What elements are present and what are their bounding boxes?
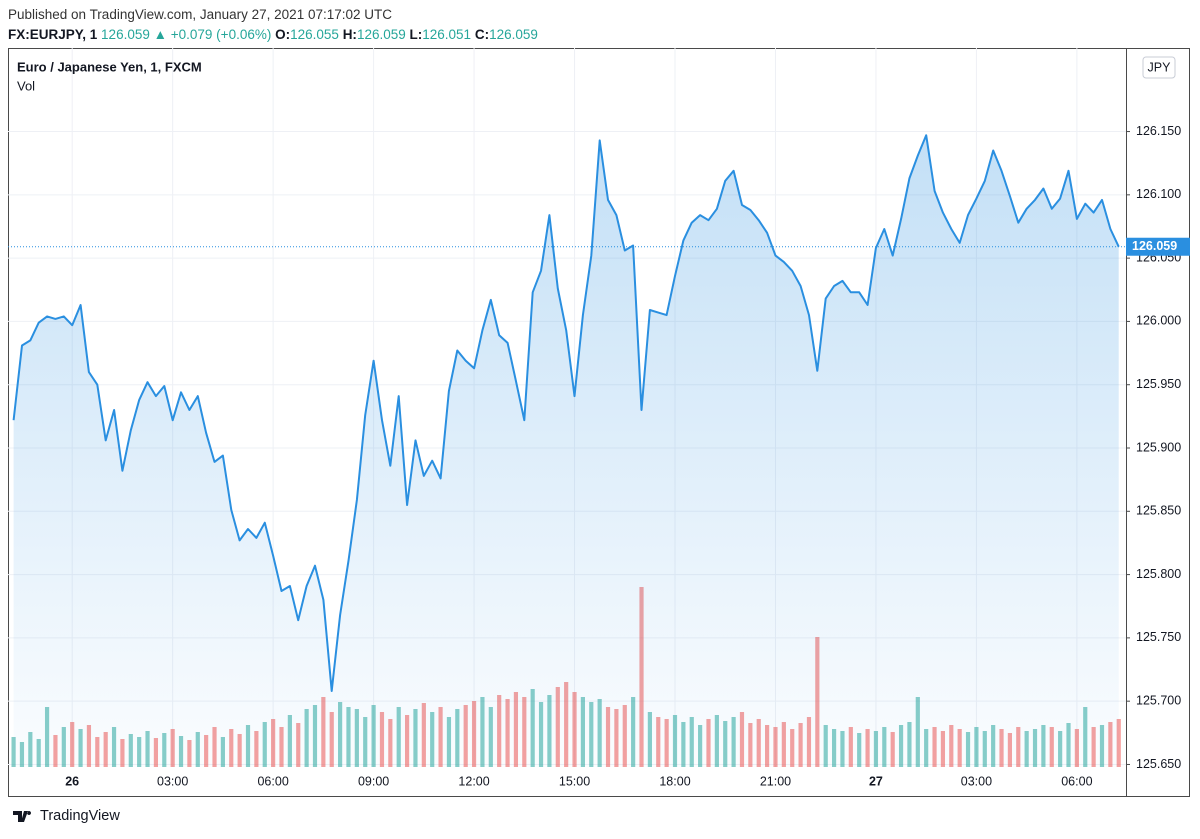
y-tick-label: 125.950	[1136, 377, 1181, 391]
published-line: Published on TradingView.com, January 27…	[8, 5, 538, 25]
ohlc-value: 126.059	[489, 27, 538, 42]
chart: 125.650 125.700 125.750 125.800 125.850 125.9…	[8, 48, 1190, 797]
x-tick-label: 03:00	[961, 774, 992, 788]
y-tick-label: 126.100	[1136, 187, 1181, 201]
x-tick-label: 06:00	[257, 774, 288, 788]
symbol: FX:EURJPY, 1	[8, 27, 98, 42]
currency-box[interactable]	[1142, 56, 1176, 79]
area-fill	[13, 135, 1119, 767]
ohlc-value: 126.055	[290, 27, 339, 42]
last-price: 126.059	[101, 27, 150, 42]
ohlc-key: O:	[275, 27, 291, 42]
ohlc-key: C:	[474, 27, 490, 42]
x-tick-label: 26	[65, 774, 79, 788]
y-tick-label: 126.000	[1136, 314, 1181, 328]
last-price-box	[1126, 237, 1190, 256]
frame	[8, 48, 1190, 797]
ohlc: O:126.055 H:126.059 L:126.051 C:126.059	[275, 27, 538, 42]
x-tick-label: 03:00	[157, 774, 188, 788]
axes: 125.650 125.700 125.750 125.800 125.850 125.9…	[65, 124, 1190, 788]
footer: TradingView	[12, 808, 120, 824]
plot-layer	[8, 134, 1126, 767]
published: Published on TradingView.com, January 27…	[8, 7, 392, 22]
x-tick-label: 15:00	[559, 774, 590, 788]
brand: TradingView	[40, 808, 120, 824]
legend-title: Euro / Japanese Yen, 1, FXCM	[17, 59, 202, 74]
currency[interactable]: JPY	[1148, 60, 1172, 74]
x-tick-label: 27	[869, 774, 883, 788]
last-price-label: 126.059	[1132, 239, 1177, 253]
ohlc-value: 126.051	[422, 27, 472, 42]
ohlc-key: L:	[409, 27, 423, 42]
x-tick-label: 06:00	[1061, 774, 1092, 788]
y-tick-label: 125.750	[1136, 630, 1181, 644]
x-tick-label: 09:00	[358, 774, 389, 788]
legend-volume: Vol	[17, 78, 35, 93]
volume-bar	[1116, 719, 1121, 767]
y-tick-label: 125.700	[1136, 693, 1181, 707]
y-tick-label: 126.150	[1136, 124, 1181, 138]
ohlc-value: 126.059	[356, 27, 406, 42]
ohlc-key: H:	[342, 27, 357, 42]
volume-bar	[11, 737, 16, 767]
x-tick-label: 21:00	[760, 774, 791, 788]
quote-line: FX:EURJPY, 1 126.059 ▲ +0.079 (+0.06%) O…	[8, 25, 538, 45]
change: +0.079 (+0.06%)	[170, 27, 272, 42]
header: Published on TradingView.com, January 27…	[8, 5, 538, 45]
price-line	[12, 134, 1120, 692]
x-tick-label: 12:00	[458, 774, 489, 788]
x-tick-label: 18:00	[659, 774, 690, 788]
change-arrow: ▲	[153, 27, 167, 42]
logo-icon	[13, 811, 32, 822]
y-tick-label: 125.650	[1136, 757, 1181, 771]
y-tick-label: 125.850	[1136, 504, 1181, 518]
y-tick-label: 125.900	[1136, 440, 1181, 454]
y-tick-label: 125.800	[1136, 567, 1181, 581]
